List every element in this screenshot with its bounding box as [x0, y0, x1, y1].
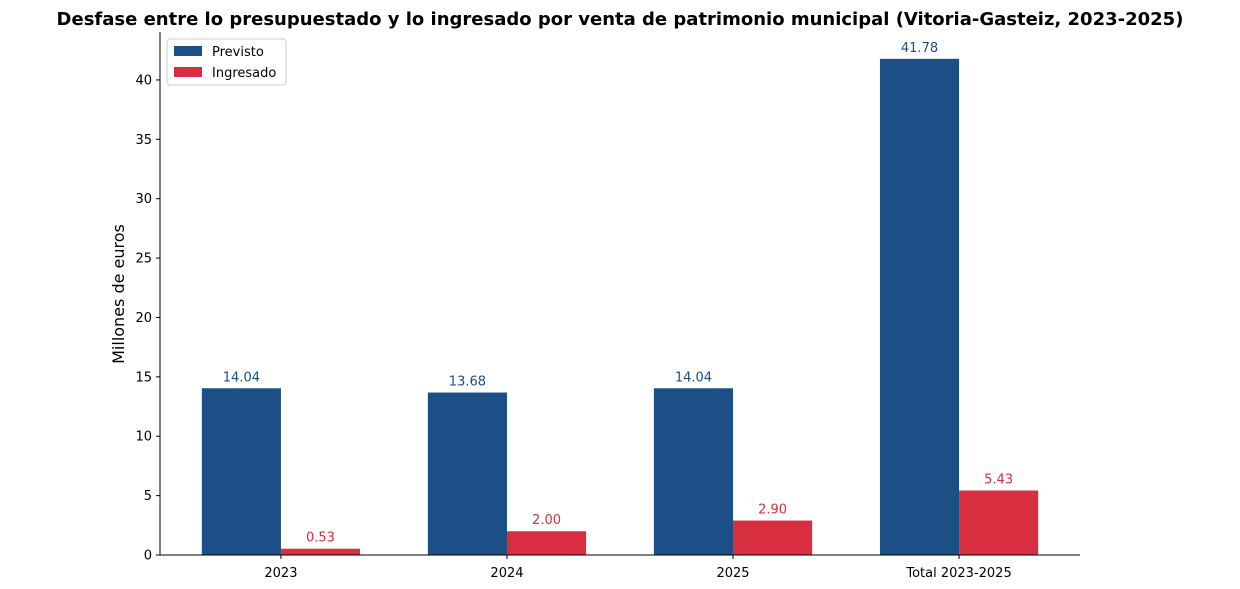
data-label: 14.04	[223, 370, 260, 385]
bar-ingresado-2025	[733, 520, 813, 555]
bar-ingresado-total-2023-2025	[959, 490, 1039, 555]
legend-label-ingresado: Ingresado	[212, 66, 276, 81]
y-tick-label: 30	[135, 192, 152, 207]
bar-ingresado-2023	[280, 548, 361, 555]
bar-ingresado-2024	[506, 531, 587, 555]
data-label: 5.43	[984, 473, 1013, 488]
y-tick-label: 5	[144, 489, 152, 504]
legend-label-previsto: Previsto	[212, 45, 264, 60]
bar-previsto-2025	[653, 388, 734, 555]
data-label: 2.90	[758, 503, 787, 518]
legend-swatch-previsto	[174, 46, 202, 56]
y-tick-label: 20	[135, 311, 152, 326]
y-tick-label: 35	[135, 133, 152, 148]
y-axis-label: Millones de euros	[109, 224, 128, 364]
y-tick-label: 0	[144, 549, 152, 564]
chart-title: Desfase entre lo presupuestado y lo ingr…	[57, 9, 1184, 30]
legend-swatch-ingresado	[174, 67, 202, 77]
y-tick-label: 25	[135, 252, 152, 267]
x-tick-label: 2025	[716, 566, 749, 581]
data-label: 14.04	[675, 370, 712, 385]
data-label: 13.68	[449, 375, 486, 390]
data-label: 0.53	[306, 531, 335, 546]
y-tick-label: 15	[135, 370, 152, 385]
bar-previsto-2023	[201, 388, 281, 555]
x-tick-label: 2024	[490, 566, 523, 581]
data-label: 41.78	[901, 41, 938, 56]
bar-previsto-total-2023-2025	[879, 58, 960, 556]
y-tick-label: 10	[135, 430, 152, 445]
x-tick-label: Total 2023-2025	[905, 566, 1011, 581]
data-label: 2.00	[532, 513, 561, 528]
bar-previsto-2024	[427, 392, 507, 555]
x-tick-label: 2023	[264, 566, 297, 581]
y-tick-label: 40	[135, 73, 152, 88]
